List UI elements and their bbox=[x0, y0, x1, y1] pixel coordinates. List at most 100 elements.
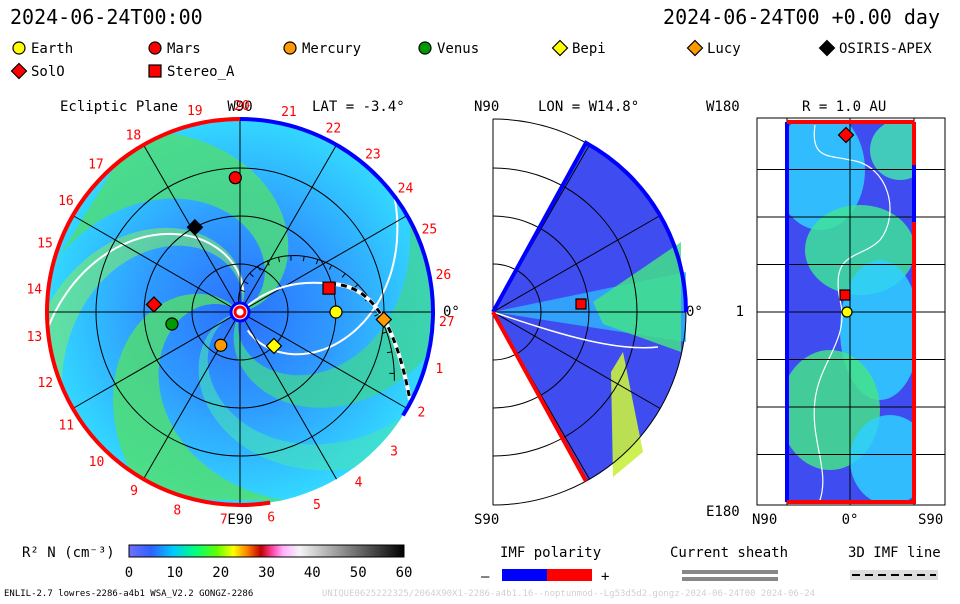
legend-label-bepi: Bepi bbox=[572, 41, 606, 57]
n90-label: N90 bbox=[474, 99, 499, 115]
rotation-number: 3 bbox=[390, 444, 398, 459]
radial-blob-5 bbox=[870, 120, 930, 180]
rotation-number: 5 bbox=[313, 498, 321, 513]
rotation-number: 27 bbox=[439, 315, 455, 330]
imf-minus: – bbox=[481, 569, 490, 585]
datetime-right: 2024-06-24T00 +0.00 day bbox=[663, 5, 940, 29]
radial-marker-stereo-a bbox=[840, 290, 850, 300]
colorbar-tick-label: 40 bbox=[304, 565, 321, 581]
rotation-number: 10 bbox=[89, 455, 105, 470]
sun-core bbox=[235, 307, 245, 317]
rotation-number: 14 bbox=[26, 283, 42, 298]
rotation-number: 17 bbox=[88, 157, 104, 172]
meridional-panel: N90 LON = W14.8° S90 0° bbox=[474, 99, 703, 528]
rotation-number: 15 bbox=[37, 237, 53, 252]
radial-x-s90: S90 bbox=[918, 512, 943, 528]
radial-x-0: 0° bbox=[842, 512, 859, 528]
imf-negative-swatch bbox=[502, 569, 547, 581]
colorbar-tick-label: 20 bbox=[212, 565, 229, 581]
legend-label-osiris-apex: OSIRIS-APEX bbox=[839, 41, 932, 57]
colorbar: R² N (cm⁻³) 0 10 20 30 40 50 60 bbox=[22, 545, 412, 581]
rotation-number: 16 bbox=[58, 194, 74, 209]
legend-marker-osiris-apex bbox=[820, 41, 835, 56]
rotation-number: 6 bbox=[267, 511, 275, 526]
ecliptic-marker-stereo-a bbox=[323, 282, 335, 294]
colorbar-tick-label: 50 bbox=[350, 565, 367, 581]
colorbar-tick-label: 10 bbox=[166, 565, 183, 581]
ecliptic-marker-mercury bbox=[215, 339, 227, 351]
colorbar-tick-label: 60 bbox=[396, 565, 413, 581]
radial-blob-4 bbox=[850, 415, 930, 505]
footer-right: UNIQUE0625222325/2064X90X1-2286-a4b1.16-… bbox=[322, 589, 815, 599]
lat-label: LAT = -3.4° bbox=[312, 99, 405, 115]
s90-label: S90 bbox=[474, 512, 499, 528]
legend-marker-stereo-a bbox=[149, 65, 161, 77]
radial-marker-earth bbox=[842, 307, 852, 317]
current-sheath-swatch-a bbox=[682, 570, 778, 574]
radial-panel: W180 R = 1.0 AU 1 E180 N90 0° S90 bbox=[706, 99, 945, 528]
rotation-number: 9 bbox=[130, 484, 138, 499]
rotation-number: 8 bbox=[173, 503, 181, 518]
datetime-left: 2024-06-24T00:00 bbox=[10, 5, 203, 29]
rotation-number: 21 bbox=[281, 105, 297, 120]
legend-label-mars: Mars bbox=[167, 41, 201, 57]
e90-label: E90 bbox=[227, 512, 252, 528]
footer-left: ENLIL-2.7 lowres-2286-a4b1 WSA_V2.2 GONG… bbox=[4, 589, 253, 599]
current-sheath-legend: Current sheath bbox=[670, 545, 788, 581]
rotation-number: 24 bbox=[398, 182, 414, 197]
legend-label-venus: Venus bbox=[437, 41, 479, 57]
imf-line-title: 3D IMF line bbox=[848, 545, 941, 561]
lon-label: LON = W14.8° bbox=[538, 99, 639, 115]
colorbar-label: R² N (cm⁻³) bbox=[22, 545, 115, 561]
legend-label-solo: SolO bbox=[31, 64, 65, 80]
rotation-number: 25 bbox=[422, 223, 438, 238]
imf-plus: + bbox=[601, 569, 609, 585]
rotation-number: 7 bbox=[220, 512, 228, 527]
mer-zero-label: 0° bbox=[686, 304, 703, 320]
current-sheath-swatch-b bbox=[682, 577, 778, 581]
ecliptic-panel: Ecliptic Plane LAT = -3.4° W90 E90 0° 19… bbox=[26, 99, 459, 528]
legend-marker-earth bbox=[13, 42, 25, 54]
rotation-number: 4 bbox=[355, 476, 363, 491]
rotation-number: 23 bbox=[365, 147, 381, 162]
e180-label: E180 bbox=[706, 504, 740, 520]
rotation-number: 19 bbox=[187, 104, 203, 119]
colorbar-tick-label: 30 bbox=[258, 565, 275, 581]
body-legend: Earth Mars Mercury Venus Bepi Lucy OSIRIS-APEX… bbox=[12, 41, 933, 81]
ecliptic-marker-mars bbox=[229, 172, 241, 184]
w180-label: W180 bbox=[706, 99, 740, 115]
rotation-number: 22 bbox=[326, 121, 342, 136]
legend-label-earth: Earth bbox=[31, 41, 73, 57]
rotation-number: 13 bbox=[27, 330, 43, 345]
ecliptic-title: Ecliptic Plane bbox=[60, 99, 178, 115]
imf-polarity-legend: IMF polarity – + bbox=[481, 545, 609, 585]
ecliptic-marker-earth bbox=[330, 306, 342, 318]
legend-marker-mars bbox=[149, 42, 161, 54]
ecliptic-marker-venus bbox=[166, 318, 178, 330]
legend-label-lucy: Lucy bbox=[707, 41, 741, 57]
legend-marker-mercury bbox=[284, 42, 296, 54]
rotation-number: 1 bbox=[435, 362, 443, 377]
imf-positive-swatch bbox=[547, 569, 592, 581]
imf-line-legend: 3D IMF line bbox=[848, 545, 941, 580]
rotation-number: 2 bbox=[417, 406, 425, 421]
legend-marker-lucy bbox=[688, 41, 703, 56]
legend-label-stereo-a: Stereo_A bbox=[167, 64, 235, 80]
legend-marker-venus bbox=[419, 42, 431, 54]
legend-marker-solo bbox=[12, 64, 27, 79]
colorbar-gradient bbox=[129, 545, 404, 557]
legend-label-mercury: Mercury bbox=[302, 41, 361, 57]
current-sheath-title: Current sheath bbox=[670, 545, 788, 561]
rotation-number: 26 bbox=[436, 268, 452, 283]
radial-one-label: 1 bbox=[736, 304, 744, 320]
rotation-number: 12 bbox=[37, 376, 53, 391]
radial-x-n90: N90 bbox=[752, 512, 777, 528]
colorbar-tick-label: 0 bbox=[125, 565, 133, 581]
r-label: R = 1.0 AU bbox=[802, 99, 886, 115]
imf-polarity-title: IMF polarity bbox=[500, 545, 601, 561]
rotation-number: 20 bbox=[234, 99, 250, 114]
rotation-number: 18 bbox=[126, 129, 142, 144]
rotation-number: 11 bbox=[58, 419, 74, 434]
